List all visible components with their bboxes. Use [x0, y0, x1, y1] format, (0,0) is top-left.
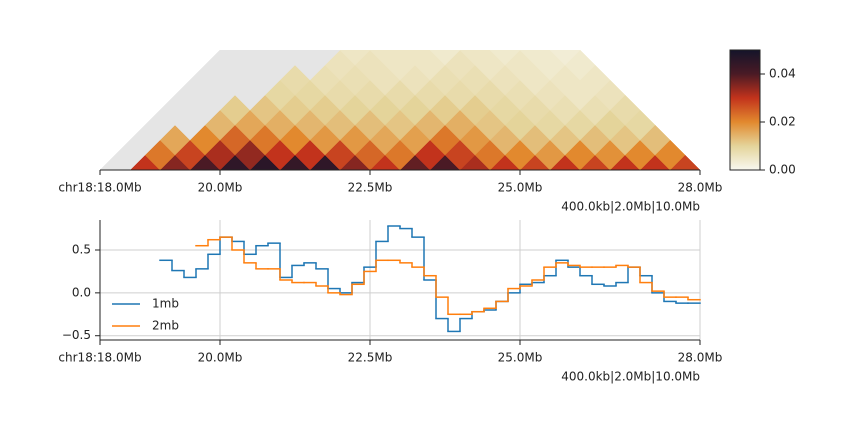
missing-cell	[219, 50, 251, 66]
x-tick-label: 22.5Mb	[348, 181, 393, 195]
y-tick-label: 0.5	[72, 243, 91, 257]
heatmap-cell	[549, 50, 581, 66]
missing-cell	[100, 154, 131, 170]
y-tick-label: −0.5	[62, 328, 91, 342]
x-tick-label: 25.0Mb	[498, 181, 543, 195]
axis-annotation: 400.0kb|2.0Mb|10.0Mb	[561, 370, 700, 384]
y-tick-label: 0.0	[72, 285, 91, 299]
legend-label: 1mb	[152, 297, 179, 311]
x-tick-label: 20.0Mb	[198, 181, 243, 195]
heatmap-cell	[489, 50, 521, 66]
heatmap-cell	[429, 50, 461, 66]
colorbar-tick-label: 0.04	[769, 67, 796, 81]
heatmap-cell	[519, 50, 551, 66]
x-tick-label: chr18:18.0Mb	[58, 181, 141, 195]
x-tick-label: 22.5Mb	[348, 351, 393, 365]
heatmap	[100, 50, 700, 170]
colorbar-tick-label: 0.00	[769, 163, 796, 177]
x-tick-label: 25.0Mb	[498, 351, 543, 365]
missing-cell	[279, 50, 311, 66]
x-tick-label: 28.0Mb	[678, 181, 723, 195]
x-tick-label: 20.0Mb	[198, 351, 243, 365]
colorbar	[729, 49, 761, 171]
heatmap-cell	[459, 50, 491, 66]
heatmap-cell	[399, 50, 431, 66]
heatmap-cell	[339, 50, 371, 66]
axis-annotation: 400.0kb|2.0Mb|10.0Mb	[561, 200, 700, 214]
missing-cell	[309, 50, 341, 66]
x-tick-label: 28.0Mb	[678, 351, 723, 365]
legend-label: 2mb	[152, 319, 179, 333]
x-tick-label: chr18:18.0Mb	[58, 351, 141, 365]
colorbar-tick-label: 0.02	[769, 115, 796, 129]
heatmap-cell	[369, 50, 401, 66]
missing-cell	[249, 50, 281, 66]
